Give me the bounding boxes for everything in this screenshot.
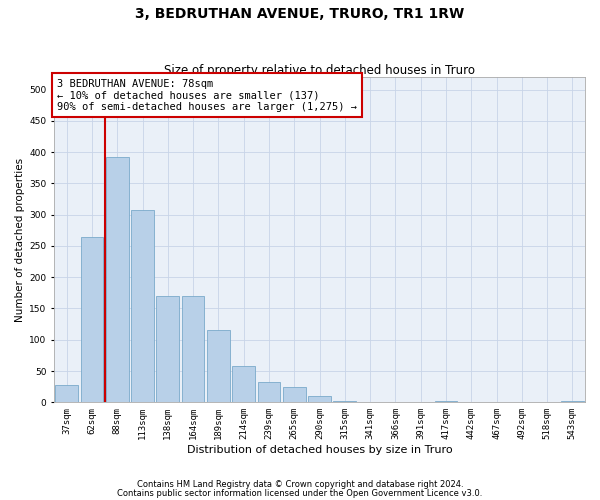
Y-axis label: Number of detached properties: Number of detached properties (15, 158, 25, 322)
Text: 3, BEDRUTHAN AVENUE, TRURO, TR1 1RW: 3, BEDRUTHAN AVENUE, TRURO, TR1 1RW (136, 8, 464, 22)
X-axis label: Distribution of detached houses by size in Truro: Distribution of detached houses by size … (187, 445, 452, 455)
Title: Size of property relative to detached houses in Truro: Size of property relative to detached ho… (164, 64, 475, 77)
Bar (157, 296, 179, 403)
Text: Contains HM Land Registry data © Crown copyright and database right 2024.: Contains HM Land Registry data © Crown c… (137, 480, 463, 489)
Text: 3 BEDRUTHAN AVENUE: 78sqm
← 10% of detached houses are smaller (137)
90% of semi: 3 BEDRUTHAN AVENUE: 78sqm ← 10% of detac… (57, 78, 357, 112)
Bar (55, 386, 78, 402)
Bar (561, 401, 584, 402)
Bar (106, 157, 128, 402)
Bar (257, 382, 280, 402)
Bar (434, 401, 457, 402)
Bar (232, 366, 255, 403)
Bar (80, 236, 103, 402)
Bar (283, 386, 305, 402)
Text: Contains public sector information licensed under the Open Government Licence v3: Contains public sector information licen… (118, 488, 482, 498)
Bar (131, 210, 154, 402)
Bar (334, 401, 356, 402)
Bar (182, 296, 205, 403)
Bar (308, 396, 331, 402)
Bar (207, 330, 230, 402)
